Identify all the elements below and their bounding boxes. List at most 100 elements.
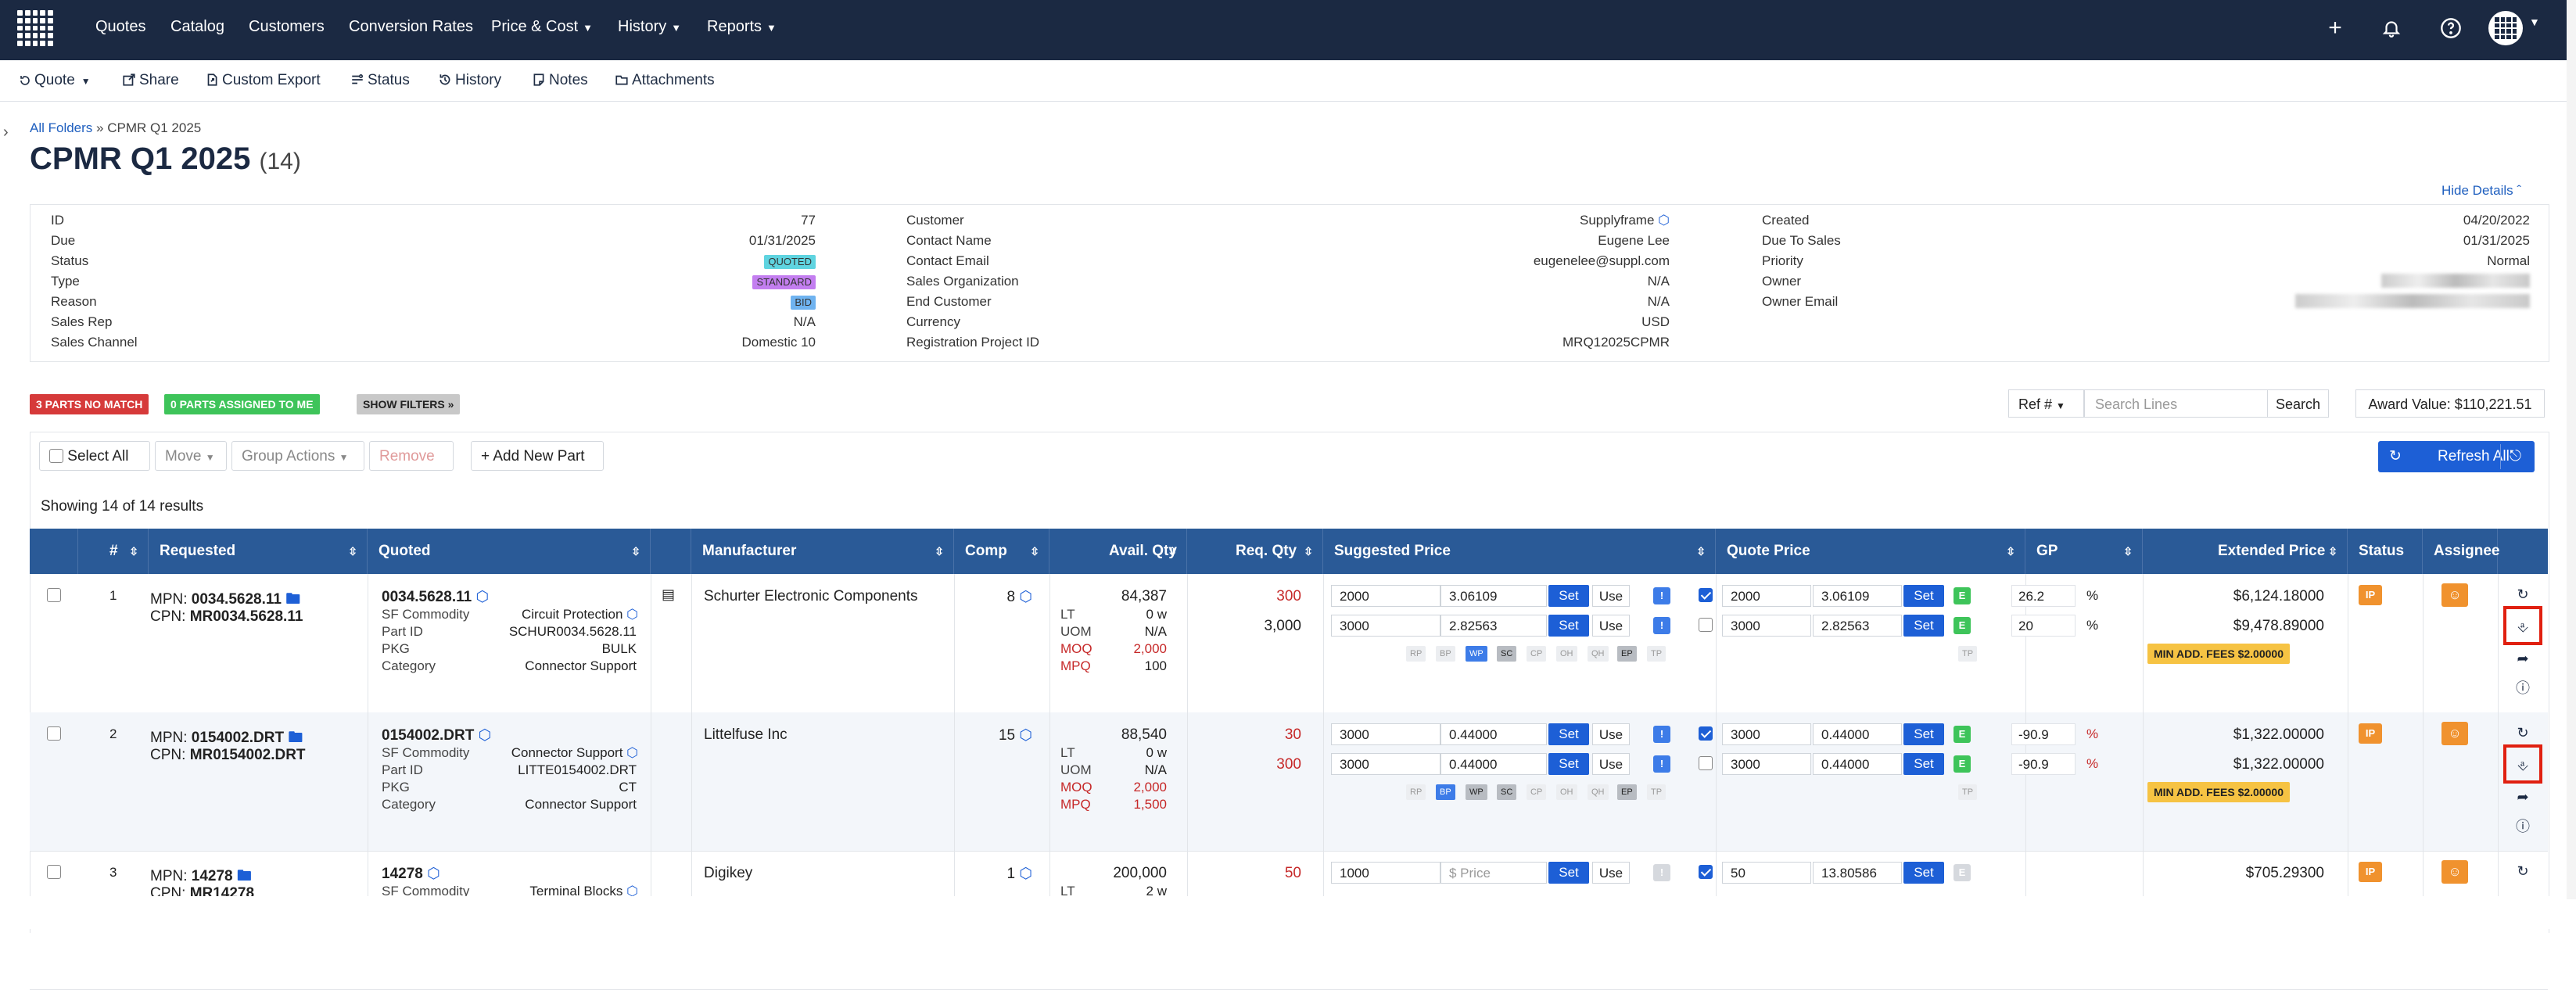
chevron-down-icon[interactable]: ▼ <box>2529 16 2540 28</box>
no-match-filter[interactable]: 3 PARTS NO MATCH <box>30 394 149 414</box>
use-button[interactable]: Use <box>1592 862 1630 884</box>
suggested-price-input[interactable]: 3.06109 <box>1440 585 1547 607</box>
nav-history[interactable]: History ▼ <box>618 18 682 35</box>
quote-price-checkbox[interactable] <box>1699 588 1713 604</box>
col-comp[interactable]: Comp ⇳ <box>954 529 1049 574</box>
scrollbar[interactable] <box>2567 0 2576 899</box>
suggested-qty-input[interactable]: 3000 <box>1331 615 1440 637</box>
set-button[interactable]: Set <box>1548 753 1589 775</box>
forward-icon[interactable]: ➦ <box>2517 651 2529 666</box>
status-badge[interactable]: IP <box>2359 585 2382 605</box>
price-lookup-icon[interactable]: ⎀ <box>2517 619 2529 635</box>
set-button[interactable]: Set <box>1548 615 1589 637</box>
info-icon[interactable]: ⓘ <box>2516 819 2530 834</box>
col-gp[interactable]: GP ⇳ <box>2025 529 2143 574</box>
history-button[interactable]: History <box>438 72 501 89</box>
suggested-qty-input[interactable]: 3000 <box>1331 753 1440 775</box>
source-tag-sc[interactable]: SC <box>1497 646 1517 662</box>
status-badge[interactable]: IP <box>2359 723 2382 744</box>
cube-icon[interactable]: ⬡ <box>1658 213 1670 228</box>
folder-icon[interactable]: 🖿 <box>236 868 252 884</box>
use-button[interactable]: Use <box>1592 723 1630 745</box>
source-tag-oh[interactable]: OH <box>1556 646 1577 662</box>
quote-price-input[interactable]: 3.06109 <box>1813 585 1902 607</box>
quote-price-checkbox[interactable] <box>1699 756 1713 772</box>
quote-price-input[interactable]: 0.44000 <box>1813 753 1902 775</box>
status-badge[interactable]: IP <box>2359 862 2382 882</box>
req-qty-1[interactable]: 50 <box>1284 865 1301 881</box>
source-tag-wp[interactable]: WP <box>1466 784 1487 800</box>
col-num[interactable]: # ⇳ <box>78 529 149 574</box>
custom-export-button[interactable]: Custom Export <box>205 72 321 89</box>
e-badge[interactable]: E <box>1954 755 1971 773</box>
source-tag-tp[interactable]: TP <box>1958 646 1978 662</box>
set-button[interactable]: Set <box>1903 862 1944 884</box>
forward-icon[interactable]: ➦ <box>2517 789 2529 805</box>
quote-price-checkbox[interactable] <box>1699 726 1713 742</box>
export-icon[interactable]: ⎋ <box>2510 448 2522 465</box>
info-badge[interactable]: ! <box>1653 617 1670 634</box>
comp-count[interactable]: 1 ⬡ <box>1006 866 1032 882</box>
plus-icon[interactable]: + <box>2328 15 2342 41</box>
col-quote-price[interactable]: Quote Price ⇳ <box>1716 529 2025 574</box>
move-dropdown[interactable]: Move ▼ <box>155 441 227 471</box>
bell-icon[interactable] <box>2377 14 2406 42</box>
nav-catalog[interactable]: Catalog <box>170 18 224 35</box>
nav-customers[interactable]: Customers <box>249 18 325 35</box>
assignee-icon[interactable]: ☺ <box>2441 860 2468 884</box>
source-tag-cp[interactable]: CP <box>1527 784 1547 800</box>
group-actions-dropdown[interactable]: Group Actions ▼ <box>231 441 364 471</box>
col-req-qty[interactable]: Req. Qty ⇳ <box>1187 529 1323 574</box>
req-qty-1[interactable]: 300 <box>1276 588 1301 604</box>
set-button[interactable]: Set <box>1548 723 1589 745</box>
info-badge[interactable]: ! <box>1653 755 1670 773</box>
price-lookup-icon[interactable]: ⎀ <box>2517 758 2529 773</box>
quote-menu-button[interactable]: Quote ▼ <box>19 72 91 89</box>
cube-icon[interactable]: ⬡ <box>626 884 638 899</box>
quote-price-checkbox[interactable] <box>1699 618 1713 633</box>
folder-icon[interactable]: 🖿 <box>285 591 301 608</box>
cube-icon[interactable]: ⬡ <box>427 866 440 882</box>
info-icon[interactable]: ⓘ <box>2516 680 2530 696</box>
source-tag-tp[interactable]: TP <box>1958 784 1978 800</box>
refresh-row-icon[interactable]: ↻ <box>2517 863 2529 879</box>
source-tag-cp[interactable]: CP <box>1527 646 1547 662</box>
quote-qty-input[interactable]: 3000 <box>1722 723 1811 745</box>
quote-qty-input[interactable]: 3000 <box>1722 615 1811 637</box>
info-badge[interactable]: ! <box>1653 864 1670 881</box>
quote-price-checkbox[interactable] <box>1699 865 1713 881</box>
use-button[interactable]: Use <box>1592 585 1630 607</box>
notes-button[interactable]: Notes <box>532 72 588 89</box>
suggested-qty-input[interactable]: 3000 <box>1331 723 1440 745</box>
assigned-filter[interactable]: 0 PARTS ASSIGNED TO ME <box>164 394 320 414</box>
refresh-row-icon[interactable]: ↻ <box>2517 725 2529 741</box>
search-lines-input[interactable]: Search Lines <box>2083 389 2268 418</box>
source-tag-rp[interactable]: RP <box>1406 784 1426 800</box>
use-button[interactable]: Use <box>1592 753 1630 775</box>
attachments-button[interactable]: Attachments <box>615 72 715 89</box>
help-icon[interactable] <box>2437 14 2465 42</box>
req-qty-2[interactable]: 3,000 <box>1264 618 1301 634</box>
info-badge[interactable]: ! <box>1653 587 1670 604</box>
suggested-price-input[interactable]: $ Price <box>1440 862 1547 884</box>
info-badge[interactable]: ! <box>1653 726 1670 743</box>
source-tag-ep[interactable]: EP <box>1617 784 1637 800</box>
user-avatar[interactable] <box>2488 11 2523 45</box>
suggested-price-input[interactable]: 0.44000 <box>1440 723 1547 745</box>
set-button[interactable]: Set <box>1903 585 1944 607</box>
comp-count[interactable]: 8 ⬡ <box>1006 589 1032 605</box>
set-button[interactable]: Set <box>1903 615 1944 637</box>
quote-qty-input[interactable]: 3000 <box>1722 753 1811 775</box>
sidebar-toggle-icon[interactable]: › <box>3 124 9 141</box>
quote-price-input[interactable]: 0.44000 <box>1813 723 1902 745</box>
quoted-part[interactable]: 0034.5628.11 ⬡ <box>382 589 490 605</box>
source-tag-ep[interactable]: EP <box>1617 646 1637 662</box>
refresh-row-icon[interactable]: ↻ <box>2517 586 2529 602</box>
source-tag-tp[interactable]: TP <box>1647 784 1667 800</box>
row-checkbox[interactable] <box>47 726 61 742</box>
assignee-icon[interactable]: ☺ <box>2441 583 2468 607</box>
set-button[interactable]: Set <box>1548 862 1589 884</box>
app-logo-icon[interactable] <box>17 10 53 46</box>
quote-qty-input[interactable]: 2000 <box>1722 585 1811 607</box>
source-tag-bp[interactable]: BP <box>1436 784 1455 800</box>
